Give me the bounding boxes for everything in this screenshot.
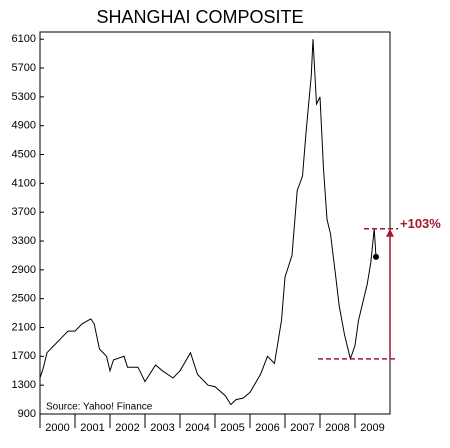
end-dot [373, 253, 379, 260]
x-tick-label: 2001 [80, 422, 104, 434]
y-tick-label: 4900 [12, 120, 36, 132]
y-tick-label: 6100 [12, 33, 36, 45]
chart-title: SHANGHAI COMPOSITE [96, 7, 303, 27]
y-tick-label: 1300 [12, 379, 36, 391]
y-tick-label: 4100 [12, 177, 36, 189]
source: Source: Yahoo! Finance [46, 402, 153, 413]
x-tick-label: 2003 [150, 422, 174, 434]
y-tick-label: 2100 [12, 321, 36, 333]
x-tick-label: 2008 [325, 422, 349, 434]
y-tick-label: 3300 [12, 235, 36, 247]
x-tick-label: 2006 [255, 422, 279, 434]
x-tick-label: 2004 [185, 422, 209, 434]
x-tick-label: 2000 [45, 422, 69, 434]
y-tick-label: 2900 [12, 264, 36, 276]
x-tick-label: 2002 [115, 422, 139, 434]
line-series [39, 39, 377, 406]
y-tick-label: 5700 [12, 62, 36, 74]
x-tick-label: 2009 [360, 422, 384, 434]
y-tick-label: 5300 [12, 91, 36, 103]
y-tick-label: 4500 [12, 148, 36, 160]
arrow-head [386, 228, 394, 237]
annotation-label: +103% [400, 216, 441, 231]
x-tick-label: 2007 [290, 422, 314, 434]
y-tick-label: 3700 [12, 206, 36, 218]
plot-frame [39, 31, 391, 415]
y-tick-label: 2500 [12, 293, 36, 305]
y-tick-label: 1700 [12, 350, 36, 362]
y-tick-label: 900 [18, 408, 36, 420]
x-tick-label: 2005 [220, 422, 244, 434]
